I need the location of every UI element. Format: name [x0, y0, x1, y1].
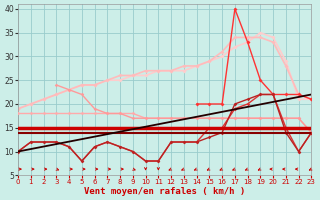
X-axis label: Vent moyen/en rafales ( km/h ): Vent moyen/en rafales ( km/h ): [84, 187, 245, 196]
